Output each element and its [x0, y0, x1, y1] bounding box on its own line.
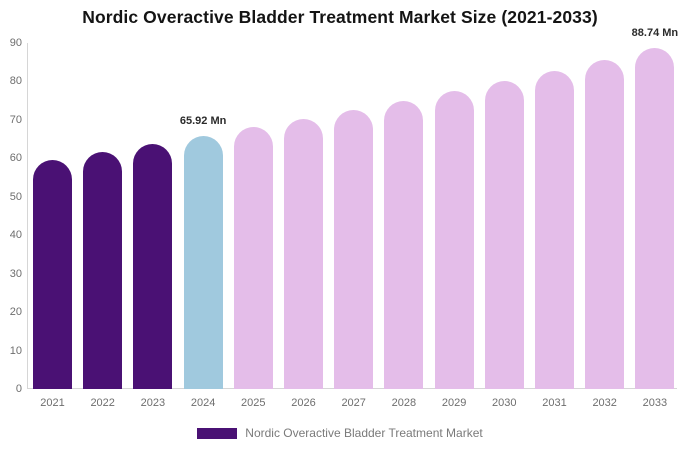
x-axis-label-2033: 2033 [642, 397, 668, 409]
x-axis-label-2023: 2023 [140, 397, 166, 409]
bar-2032 [585, 59, 625, 389]
bar-2026 [284, 118, 323, 389]
bar-2024 [183, 135, 223, 389]
x-axis-label-2029: 2029 [441, 397, 467, 409]
y-axis-tick-label: 20 [9, 306, 22, 319]
bar-2031 [535, 70, 574, 389]
y-axis-tick-label: 30 [9, 267, 22, 280]
x-axis-label-2024: 2024 [190, 397, 216, 409]
x-axis-label-2027: 2027 [341, 397, 366, 409]
x-axis-label-2026: 2026 [291, 397, 316, 409]
y-axis-line [27, 43, 28, 389]
x-axis-label-2032: 2032 [592, 397, 617, 409]
x-axis-label-2028: 2028 [391, 397, 417, 409]
legend-swatch [197, 427, 238, 439]
bar-2029 [434, 91, 474, 389]
bar-2023 [133, 144, 173, 389]
legend: Nordic Overactive Bladder Treatment Mark… [0, 426, 680, 440]
value-label-2033: 88.74 Mn [631, 26, 679, 39]
x-axis-label-2030: 2030 [492, 397, 517, 409]
y-axis-tick-label: 40 [9, 229, 22, 242]
bar-2030 [484, 81, 524, 389]
chart-title: Nordic Overactive Bladder Treatment Mark… [82, 7, 598, 27]
x-axis-label-2031: 2031 [542, 397, 567, 409]
bar-2033 [635, 47, 675, 389]
bar-2028 [384, 100, 424, 389]
y-axis-tick-label: 50 [9, 190, 22, 203]
value-label-2024: 65.92 Mn [179, 114, 227, 127]
y-axis-tick-label: 80 [9, 75, 22, 88]
bar-2025 [233, 127, 273, 389]
y-axis-tick-label: 10 [9, 344, 22, 357]
x-axis-label-2022: 2022 [90, 397, 115, 409]
bar-2022 [83, 152, 123, 389]
bar-2021 [33, 159, 72, 389]
x-axis-label-2025: 2025 [241, 397, 266, 409]
y-axis-tick-label: 90 [9, 37, 22, 49]
y-axis-tick-label: 0 [15, 383, 22, 395]
legend-label: Nordic Overactive Bladder Treatment Mark… [245, 426, 483, 440]
y-axis-tick-label: 60 [9, 152, 22, 165]
bar-2027 [334, 109, 374, 389]
y-axis-tick-label: 70 [9, 113, 22, 126]
x-axis-label-2021: 2021 [40, 397, 65, 409]
